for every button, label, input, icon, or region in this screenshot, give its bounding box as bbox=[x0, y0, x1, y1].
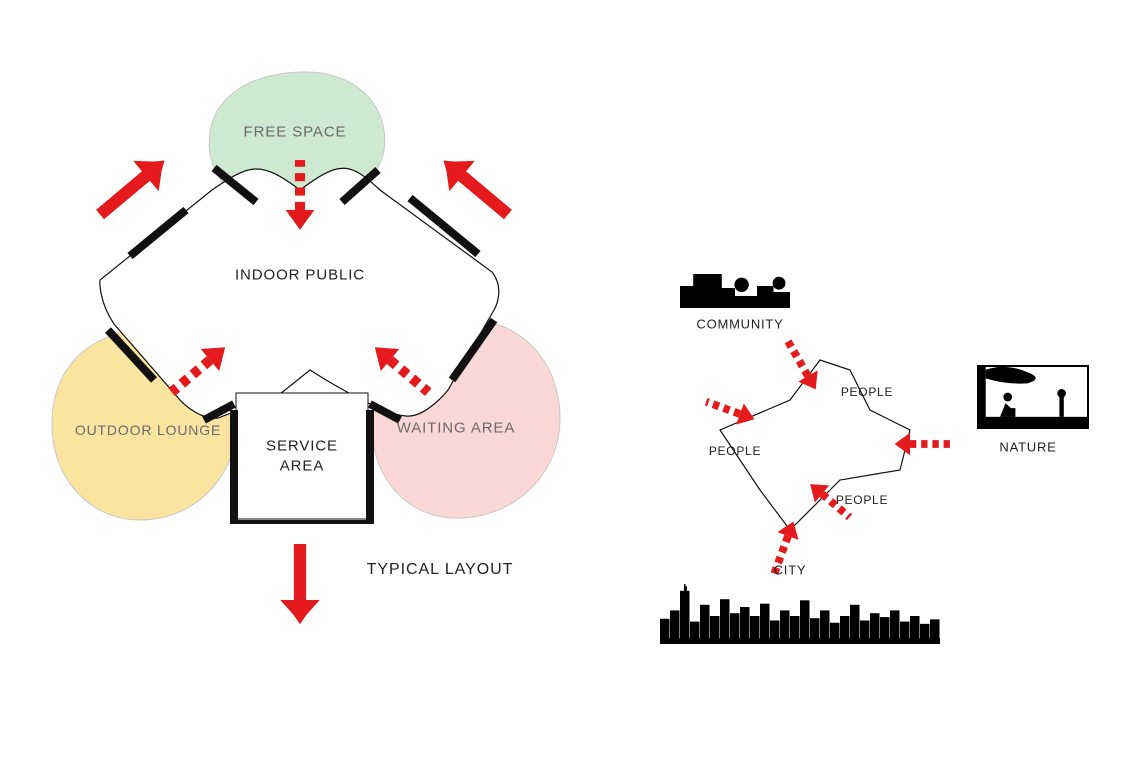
label-service-area-2: AREA bbox=[280, 458, 324, 475]
silhouette-city-icon bbox=[660, 584, 940, 644]
label-outdoor-lounge: OUTDOOR LOUNGE bbox=[75, 422, 221, 438]
svg-layer bbox=[0, 0, 1138, 760]
silhouette-nature-icon bbox=[978, 366, 1088, 428]
label-free-space: FREE SPACE bbox=[244, 124, 347, 141]
label-typical-layout: TYPICAL LAYOUT bbox=[367, 561, 514, 579]
label-people-2: PEOPLE bbox=[709, 444, 761, 458]
solid-arrow-left-2 bbox=[280, 544, 320, 624]
silhouette-community-icon bbox=[680, 274, 790, 308]
label-community: COMMUNITY bbox=[696, 317, 783, 332]
service-area-box bbox=[236, 393, 368, 519]
label-waiting-area: WAITING AREA bbox=[397, 420, 516, 437]
diagram-canvas: FREE SPACE OUTDOOR LOUNGE WAITING AREA I… bbox=[0, 0, 1138, 760]
label-indoor-public: INDOOR PUBLIC bbox=[235, 267, 365, 284]
solid-arrow-left-1 bbox=[431, 145, 521, 229]
label-nature: NATURE bbox=[999, 440, 1056, 455]
solid-arrow-left-0 bbox=[87, 145, 177, 229]
dashed-arrow-right-0 bbox=[778, 336, 825, 395]
label-city: CITY bbox=[774, 563, 807, 578]
label-people-1: PEOPLE bbox=[841, 385, 893, 399]
label-service-area-1: SERVICE bbox=[266, 438, 338, 455]
label-people-3: PEOPLE bbox=[836, 493, 888, 507]
dashed-arrow-right-1 bbox=[702, 391, 758, 430]
dashed-arrow-right-2 bbox=[895, 433, 950, 455]
